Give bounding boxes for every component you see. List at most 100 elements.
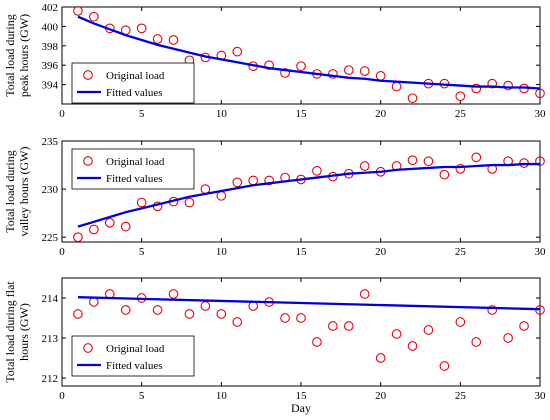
data-point bbox=[487, 305, 498, 315]
data-point bbox=[359, 161, 370, 171]
y-tick-label: 402 bbox=[42, 2, 59, 14]
y-axis-label: Total load during bbox=[3, 14, 17, 96]
data-point bbox=[535, 88, 545, 99]
y-tick-label: 213 bbox=[42, 333, 59, 345]
data-point bbox=[73, 309, 83, 319]
data-point bbox=[343, 65, 354, 75]
data-point bbox=[503, 333, 513, 343]
data-point bbox=[89, 224, 99, 235]
y-tick-label: 225 bbox=[42, 232, 59, 244]
x-tick-label: 25 bbox=[455, 246, 467, 258]
data-point bbox=[280, 313, 290, 323]
data-point bbox=[200, 184, 211, 194]
data-point bbox=[89, 297, 99, 307]
y-axis-label: hours (GW) bbox=[17, 303, 31, 361]
data-point bbox=[471, 152, 482, 163]
data-point bbox=[391, 329, 402, 339]
data-point bbox=[136, 197, 147, 208]
data-point bbox=[264, 175, 274, 186]
x-tick-label: 30 bbox=[535, 108, 547, 120]
data-point bbox=[487, 78, 498, 89]
data-point bbox=[471, 83, 482, 94]
y-tick-label: 400 bbox=[42, 21, 59, 33]
y-tick-label: 235 bbox=[42, 136, 59, 148]
x-tick-label: 0 bbox=[59, 108, 65, 120]
data-point bbox=[391, 81, 402, 92]
data-point bbox=[216, 309, 227, 319]
data-point bbox=[407, 341, 418, 351]
x-tick-label: 10 bbox=[216, 390, 228, 402]
data-point bbox=[296, 313, 306, 323]
legend-label-fitted: Fitted values bbox=[106, 173, 163, 185]
x-tick-label: 30 bbox=[535, 246, 547, 258]
data-point bbox=[120, 221, 131, 232]
fitted-values-line bbox=[77, 162, 540, 228]
data-point bbox=[375, 353, 386, 363]
data-point bbox=[168, 289, 179, 299]
x-tick-label: 10 bbox=[216, 246, 228, 258]
data-point bbox=[423, 325, 434, 335]
data-point bbox=[264, 60, 274, 71]
data-point bbox=[312, 165, 322, 176]
data-point bbox=[407, 93, 418, 104]
y-axis-label: valley hours (GW) bbox=[17, 147, 31, 237]
data-point bbox=[248, 175, 259, 186]
legend: Original load Fitted values bbox=[71, 148, 195, 190]
legend-label-fitted: Fitted values bbox=[106, 87, 163, 99]
x-tick-label: 10 bbox=[216, 108, 228, 120]
fitted-values-line bbox=[77, 296, 541, 311]
data-point bbox=[328, 321, 338, 331]
y-axis-label: Total load during bbox=[3, 150, 17, 232]
x-tick-label: 0 bbox=[59, 246, 65, 258]
data-point bbox=[455, 317, 466, 327]
x-tick-label: 15 bbox=[296, 246, 308, 258]
data-point bbox=[104, 217, 115, 228]
data-point bbox=[359, 289, 370, 299]
legend-label-original: Original load bbox=[106, 70, 165, 82]
data-point bbox=[216, 190, 227, 201]
x-tick-label: 5 bbox=[139, 108, 145, 120]
x-tick-label: 15 bbox=[296, 390, 308, 402]
x-axis-label: Day bbox=[291, 401, 311, 415]
x-tick-label: 25 bbox=[455, 108, 467, 120]
legend-label-original: Original load bbox=[106, 343, 165, 355]
fitted-values-line bbox=[77, 15, 541, 90]
x-tick-label: 5 bbox=[139, 390, 145, 402]
legend-marker-original bbox=[83, 156, 93, 166]
data-point bbox=[535, 156, 545, 167]
x-tick-label: 20 bbox=[375, 246, 387, 258]
panel-3: 0 5 10 15 20 25 30 212 213 214 Total load during f… bbox=[3, 277, 546, 415]
y-tick-label: 394 bbox=[42, 80, 59, 92]
x-tick-label: 20 bbox=[375, 390, 387, 402]
data-point bbox=[343, 321, 354, 331]
data-point bbox=[375, 71, 386, 81]
y-axis-label: Total load during flat bbox=[3, 281, 17, 383]
legend: Original load Fitted values bbox=[71, 62, 195, 104]
data-point bbox=[136, 23, 147, 34]
y-tick-label: 398 bbox=[42, 41, 59, 53]
x-tick-label: 20 bbox=[375, 108, 387, 120]
data-point bbox=[296, 61, 306, 72]
legend-box bbox=[71, 148, 195, 190]
data-point bbox=[312, 337, 322, 347]
data-point bbox=[328, 69, 338, 79]
data-point bbox=[407, 155, 418, 166]
data-point bbox=[439, 169, 450, 180]
legend-box bbox=[71, 335, 195, 377]
panel-2: 0 5 10 15 20 25 30 225 230 235 Total load during va… bbox=[3, 136, 546, 258]
y-tick-label: 212 bbox=[42, 373, 59, 385]
x-tick-label: 15 bbox=[296, 108, 308, 120]
data-point bbox=[232, 177, 243, 188]
legend-marker-original bbox=[83, 343, 93, 353]
data-point bbox=[120, 305, 131, 315]
x-tick-label: 0 bbox=[59, 390, 65, 402]
data-point bbox=[503, 80, 513, 91]
data-point bbox=[184, 309, 195, 319]
legend-label-fitted: Fitted values bbox=[106, 360, 163, 372]
data-point bbox=[455, 91, 466, 102]
y-tick-label: 230 bbox=[42, 184, 59, 196]
legend-marker-original bbox=[83, 70, 93, 80]
legend: Original load Fitted values bbox=[71, 335, 195, 377]
data-point bbox=[232, 46, 243, 57]
